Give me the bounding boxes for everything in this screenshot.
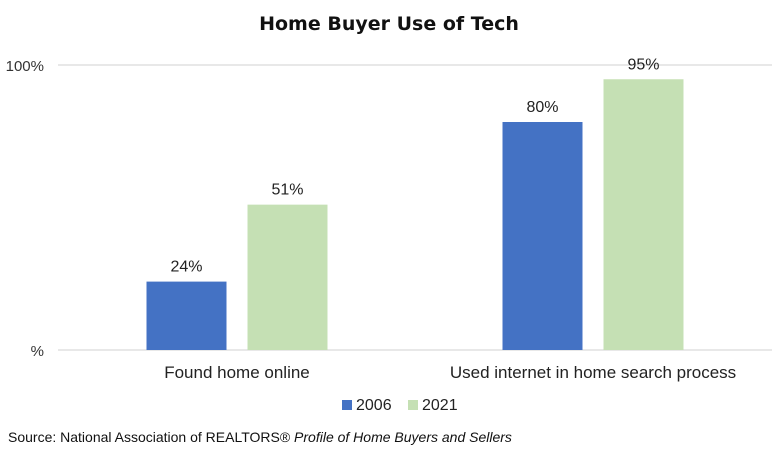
- source-note: Source: National Association of REALTORS…: [8, 429, 512, 445]
- data-label: 51%: [271, 182, 303, 199]
- legend-swatch-2006: [342, 400, 352, 410]
- bar-2021-2: [603, 79, 684, 350]
- data-label: 80%: [526, 99, 558, 116]
- legend-swatch-2021: [408, 400, 418, 410]
- source-prefix: Source: National Association of REALTORS…: [8, 429, 295, 445]
- y-tick-label: 100%: [6, 58, 44, 75]
- x-category-label: Found home online: [164, 363, 310, 382]
- bar-chart: Home Buyer Use of Tech 100%% Found home o…: [6, 13, 772, 414]
- data-label: 24%: [170, 259, 202, 276]
- legend-label: 2006: [356, 397, 392, 414]
- y-tick-label: %: [31, 343, 44, 360]
- chart-title: Home Buyer Use of Tech: [259, 13, 519, 35]
- bar-2021-1: [247, 204, 328, 350]
- bar-2006-1: [146, 281, 227, 350]
- data-label: 95%: [627, 56, 659, 73]
- x-category-label: Used internet in home search process: [450, 363, 736, 382]
- bar-2006-2: [502, 122, 583, 350]
- source-publication: Profile of Home Buyers and Sellers: [294, 429, 512, 445]
- legend-label: 2021: [422, 397, 458, 414]
